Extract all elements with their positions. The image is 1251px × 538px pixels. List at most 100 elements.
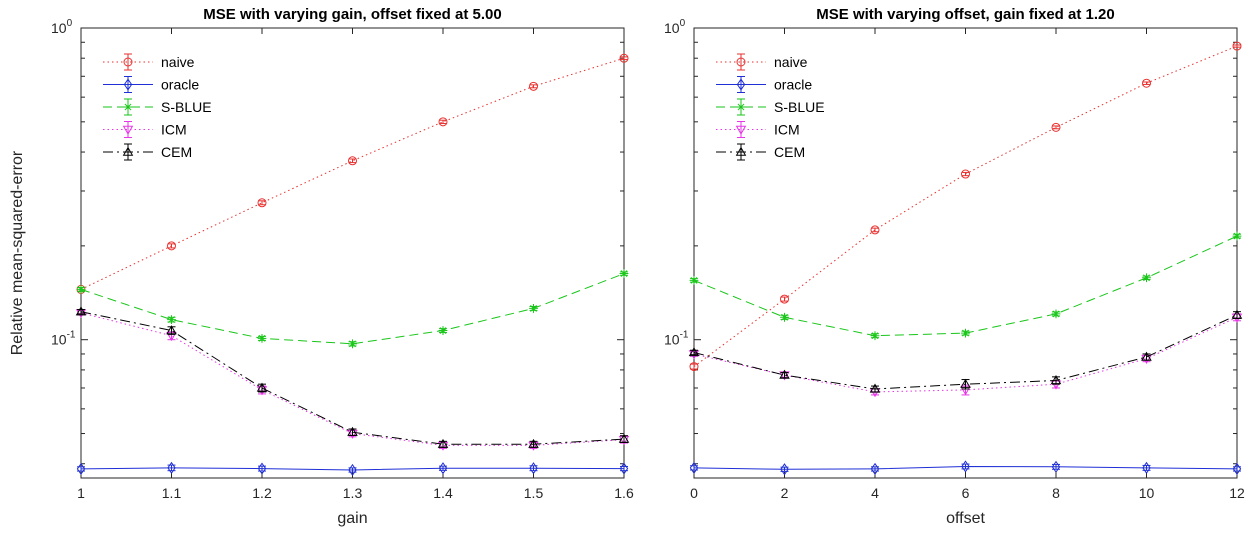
- panel-gain: 10-1 100 1 1.1 1.2 1.3 1.4 1.5 1.6 MSE with varyi…: [9, 6, 634, 527]
- y-tick-label: 100: [51, 18, 73, 36]
- data-point: [1232, 231, 1242, 241]
- data-point: [1142, 273, 1151, 283]
- error-bar: [961, 171, 970, 177]
- data-point: [1142, 78, 1151, 88]
- error-bar: [258, 465, 266, 472]
- x-tick-label: 4: [871, 485, 879, 501]
- x-tick-label: 1.6: [614, 485, 634, 501]
- error-bar: [871, 227, 879, 233]
- plot-area: [693, 27, 1238, 479]
- legend-marker: [736, 78, 746, 91]
- legend-marker: [735, 125, 747, 135]
- data-point: [1142, 461, 1151, 474]
- error-bar: [439, 119, 447, 124]
- data-point: [347, 426, 358, 436]
- data-point: [167, 461, 176, 474]
- y-tick-label: 10-1: [664, 330, 689, 348]
- error-bar: [529, 465, 538, 472]
- error-bar: [1142, 81, 1151, 85]
- legend-marker: [736, 57, 746, 67]
- series-oracle: [76, 461, 629, 477]
- data-point: [348, 339, 357, 349]
- data-point: [76, 462, 86, 475]
- data-point: [1141, 351, 1152, 361]
- x-tick-label: 1.2: [252, 485, 272, 501]
- data-point: [688, 347, 700, 357]
- data-point: [257, 198, 267, 208]
- legend-item-cem: CEM: [716, 143, 805, 161]
- data-point: [167, 241, 176, 251]
- x-tick-label: 0: [690, 485, 698, 501]
- legend: naive oracle S-BLUE ICM CEM: [103, 53, 212, 161]
- data-point: [779, 369, 790, 379]
- legend-label: CEM: [161, 144, 192, 160]
- x-tick-label: 2: [781, 485, 789, 501]
- data-point: [1050, 375, 1062, 385]
- data-point: [528, 438, 539, 448]
- data-point: [960, 378, 971, 388]
- legend-item-naive: naive: [103, 53, 195, 71]
- error-bar: [620, 56, 628, 61]
- data-point: [870, 225, 880, 235]
- legend-marker: [123, 78, 133, 91]
- series-cem: [75, 306, 630, 448]
- error-bar: [690, 349, 698, 356]
- legend-label: ICM: [161, 122, 187, 138]
- legend-item-cem: CEM: [103, 143, 192, 161]
- error-bar: [961, 463, 970, 470]
- chart-title: MSE with varying gain, offset fixed at 5…: [203, 6, 501, 23]
- data-point: [961, 460, 970, 473]
- data-point: [961, 328, 970, 338]
- error-bar: [167, 243, 176, 249]
- x-tick-label: 1.3: [343, 485, 363, 501]
- data-point: [1231, 309, 1243, 319]
- legend-marker: [735, 146, 747, 156]
- data-point: [75, 306, 87, 316]
- data-point: [348, 463, 357, 477]
- legend-item-s-blue: S-BLUE: [716, 98, 825, 116]
- x-tick-label: 12: [1229, 485, 1245, 501]
- y-tick-label: 100: [664, 18, 686, 36]
- data-point: [619, 53, 629, 63]
- legend-marker: [122, 146, 134, 156]
- data-point: [780, 312, 789, 322]
- data-point: [1232, 462, 1242, 475]
- x-tick-label: 1.4: [433, 485, 453, 501]
- y-axis-label: Relative mean-squared-error: [9, 150, 26, 355]
- series-s-blue: [76, 269, 629, 349]
- legend-label: naive: [161, 54, 195, 70]
- data-point: [76, 285, 86, 294]
- data-point: [348, 156, 357, 166]
- series-naive: [689, 41, 1242, 372]
- data-point: [780, 294, 789, 304]
- legend-label: oracle: [161, 77, 199, 93]
- legend-item-icm: ICM: [716, 121, 800, 138]
- data-point: [529, 462, 538, 475]
- data-point: [166, 325, 177, 335]
- x-tick-label: 10: [1139, 485, 1155, 501]
- error-bar: [1052, 125, 1060, 130]
- data-point: [438, 462, 448, 475]
- error-bar: [167, 464, 176, 472]
- legend-marker: [122, 125, 134, 135]
- data-point: [618, 433, 630, 443]
- legend-marker: [123, 57, 133, 67]
- panel-offset: 10-1 100 0 2 4 6 8 10 12 MSE with varying offset,…: [664, 6, 1245, 527]
- legend-label: S-BLUE: [161, 99, 212, 115]
- x-tick-label: 1.1: [162, 485, 182, 501]
- data-point: [1232, 41, 1242, 51]
- x-tick-label: 6: [962, 485, 970, 501]
- plot-area: [80, 27, 625, 479]
- data-point: [256, 382, 268, 392]
- data-point: [689, 362, 699, 372]
- legend-label: CEM: [774, 144, 805, 160]
- x-tick-label: 1: [77, 485, 85, 501]
- x-axis-label: offset: [946, 510, 985, 527]
- x-tick-label: 8: [1052, 485, 1060, 501]
- y-tick-label: 10-1: [51, 330, 76, 348]
- data-point: [257, 462, 267, 475]
- series-oracle: [689, 460, 1242, 476]
- data-point: [529, 81, 538, 91]
- x-axis-label: gain: [337, 510, 367, 527]
